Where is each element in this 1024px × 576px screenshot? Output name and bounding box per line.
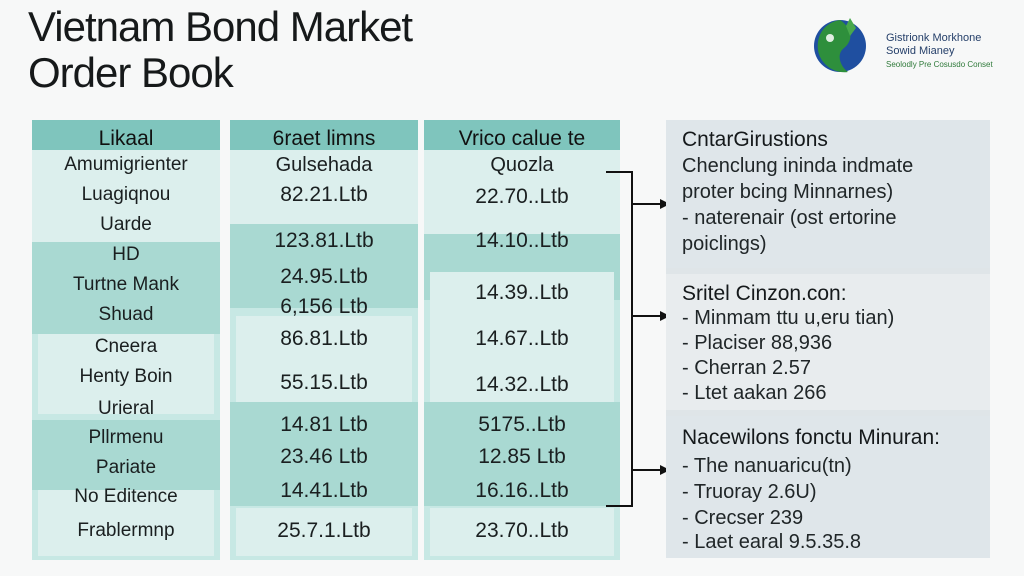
list-item: Uarde: [100, 214, 152, 235]
page-title: Vietnam Bond Market Order Book: [28, 3, 413, 96]
column-header-label: 6raet limns: [272, 127, 376, 150]
list-item: Pariate: [95, 457, 157, 478]
section-line: poiclings): [682, 233, 767, 255]
column-subheader: Gulsehada: [275, 154, 373, 176]
section-line: - The nanuaricu(tn): [682, 455, 852, 477]
section-line: - Minmam ttu u,eru tian): [682, 307, 895, 329]
brand-logo: Gistrionk Morkhone Sowid Mianey Seolodly…: [810, 10, 1020, 80]
table-cell: 123.81.Ltb: [274, 229, 374, 252]
section-line: - Crecser 239: [682, 507, 804, 529]
table-cell: 14.67..Ltb: [475, 327, 569, 350]
connector-arrows: [606, 171, 670, 507]
arrow-right-icon: [660, 199, 670, 209]
table-cell: 24.95.Ltb: [280, 265, 368, 288]
table-cell: 14.41.Ltb: [280, 479, 368, 502]
table-cell: 6,156 Ltb: [280, 295, 368, 318]
table-cell: 16.16..Ltb: [475, 479, 569, 502]
section-line: - Cherran 2.57: [682, 357, 811, 379]
column-names: Likaal Amumigrienter Luagiqnou Uarde HD …: [32, 120, 220, 560]
logo-line-1: Gistrionk Morkhone: [886, 32, 982, 44]
section-line: proter bcing Minnarnes): [682, 181, 894, 203]
list-item: Luagiqnou: [81, 184, 171, 205]
section-line: Chenclung ininda indmate: [682, 155, 914, 177]
column-header: Likaal: [32, 120, 220, 150]
section-line: - Truoray 2.6U): [682, 481, 817, 503]
table-cell: 82.21.Ltb: [280, 183, 368, 206]
table-cell: 23.46 Ltb: [280, 445, 368, 468]
table-cell: 23.70..Ltb: [475, 519, 569, 542]
section-line: - Laet earal 9.5.35.8: [682, 531, 862, 553]
arrow-right-icon: [660, 311, 670, 321]
column-header: 6raet limns: [230, 120, 418, 150]
notes-section-2: Sritel Cinzon.con: - Minmam ttu u,eru ti…: [666, 274, 990, 410]
table-cell: 14.32..Ltb: [475, 373, 569, 396]
section-title: Sritel Cinzon.con:: [682, 282, 847, 305]
column-header-label: Vrico calue te: [458, 127, 586, 150]
section-line: - naterenair (ost ertorine: [682, 207, 897, 229]
logo-text: Gistrionk Morkhone Sowid Mianey Seolodly…: [886, 32, 1020, 71]
column-values: 6raet limns Gulsehada 82.21.Ltb 123.81.L…: [230, 120, 418, 560]
list-item: Shuad: [98, 304, 154, 325]
table-cell: 5175..Ltb: [478, 413, 566, 436]
title-line-2: Order Book: [28, 49, 234, 96]
title-line-1: Vietnam Bond Market: [28, 3, 413, 50]
notes-section-3: Nacewilons fonctu Minuran: - The nanuari…: [666, 416, 990, 558]
list-item: No Editence: [74, 486, 178, 507]
notes-section-1: CntarGirustions Chenclung ininda indmate…: [666, 120, 990, 268]
list-item: HD: [112, 244, 140, 265]
list-item: Turtne Mank: [73, 274, 179, 295]
section-line: - Placiser 88,936: [682, 332, 833, 354]
list-item: Henty Boin: [79, 366, 173, 387]
table-cell: 14.10..Ltb: [475, 229, 569, 252]
table-cell: 14.39..Ltb: [475, 281, 569, 304]
column-prices: Vrico calue te Quozla 22.70..Ltb 14.10..…: [424, 120, 620, 560]
column-subheader: Quozla: [490, 154, 554, 176]
list-item: Pllrmenu: [88, 427, 164, 448]
column-header: Vrico calue te: [424, 120, 620, 150]
column-header-label: Likaal: [98, 127, 154, 150]
section-title: Nacewilons fonctu Minuran:: [682, 426, 940, 449]
table-cell: 55.15.Ltb: [280, 371, 368, 394]
arrow-right-icon: [660, 465, 670, 475]
section-line: - Ltet aakan 266: [682, 382, 827, 404]
notes-panel: CntarGirustions Chenclung ininda indmate…: [666, 120, 990, 558]
logo-line-2: Sowid Mianey: [886, 45, 955, 57]
logo-line-3: Seolodly Pre Cosusdo Conset: [886, 60, 993, 69]
table-cell: 12.85 Ltb: [478, 445, 566, 468]
list-item: Amumigrienter: [64, 154, 188, 175]
table-cell: 14.81 Ltb: [280, 413, 368, 436]
list-item: Cneera: [94, 336, 158, 357]
globe-logo-icon: [814, 18, 866, 73]
list-item: Urieral: [98, 398, 154, 419]
table-cell: 22.70..Ltb: [475, 185, 569, 208]
section-title: CntarGirustions: [682, 128, 828, 151]
list-item: Frablermnp: [77, 520, 175, 541]
table-cell: 86.81.Ltb: [280, 327, 368, 350]
bracket-line: [606, 171, 633, 507]
table-cell: 25.7.1.Ltb: [277, 519, 371, 542]
